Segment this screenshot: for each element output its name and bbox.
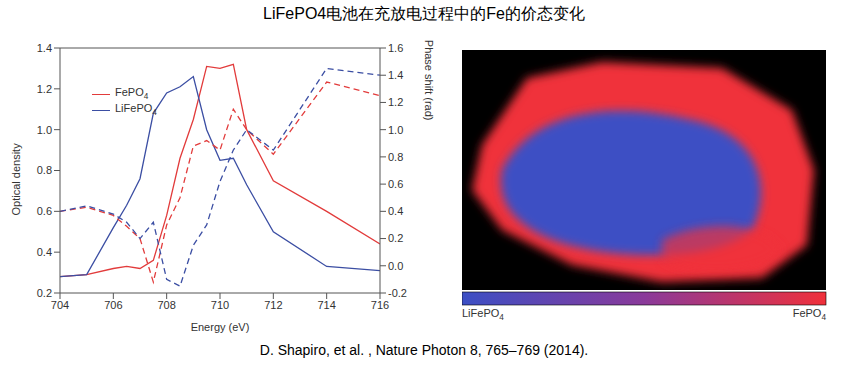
html-text:LiFePO4: LiFePO4 bbox=[462, 307, 504, 323]
html-text:FePO4: FePO4 bbox=[792, 307, 826, 323]
svg-text:708: 708 bbox=[157, 299, 175, 311]
svg-text:716: 716 bbox=[371, 299, 389, 311]
svg-text:712: 712 bbox=[264, 299, 282, 311]
html-text:LiFePO4: LiFePO4 bbox=[115, 102, 157, 118]
svg-text:1.2: 1.2 bbox=[37, 83, 52, 95]
svg-text:Optical density: Optical density bbox=[10, 143, 22, 216]
svg-text:Phase shift (rad): Phase shift (rad) bbox=[423, 40, 435, 121]
svg-text:1.2: 1.2 bbox=[388, 96, 403, 108]
svg-text:0.8: 0.8 bbox=[388, 151, 403, 163]
svg-text:-0.2: -0.2 bbox=[388, 287, 407, 299]
svg-text:706: 706 bbox=[104, 299, 122, 311]
svg-text:710: 710 bbox=[211, 299, 229, 311]
svg-text:0.4: 0.4 bbox=[388, 205, 403, 217]
svg-text:704: 704 bbox=[51, 299, 69, 311]
svg-text:Energy (eV): Energy (eV) bbox=[191, 321, 250, 333]
html-text:D. Shapiro, et al. , Nature Ph: D. Shapiro, et al. , Nature Photon 8, 76… bbox=[259, 342, 589, 358]
svg-text:0.6: 0.6 bbox=[37, 205, 52, 217]
svg-text:0.8: 0.8 bbox=[37, 164, 52, 176]
svg-text:0.4: 0.4 bbox=[37, 246, 52, 258]
svg-text:1.4: 1.4 bbox=[37, 42, 52, 54]
svg-text:714: 714 bbox=[317, 299, 335, 311]
svg-text:1.6: 1.6 bbox=[388, 42, 403, 54]
svg-text:0.0: 0.0 bbox=[388, 260, 403, 272]
svg-text:1.4: 1.4 bbox=[388, 69, 403, 81]
svg-text:1.0: 1.0 bbox=[37, 124, 52, 136]
svg-text:0.2: 0.2 bbox=[388, 232, 403, 244]
svg-text:0.2: 0.2 bbox=[37, 287, 52, 299]
svg-text:0.6: 0.6 bbox=[388, 178, 403, 190]
html-text:FePO4: FePO4 bbox=[115, 86, 149, 102]
svg-text:1.0: 1.0 bbox=[388, 124, 403, 136]
html-text:LiFePO4电池在充放电过程中的Fe的价态变化: LiFePO4电池在充放电过程中的Fe的价态变化 bbox=[263, 5, 585, 22]
